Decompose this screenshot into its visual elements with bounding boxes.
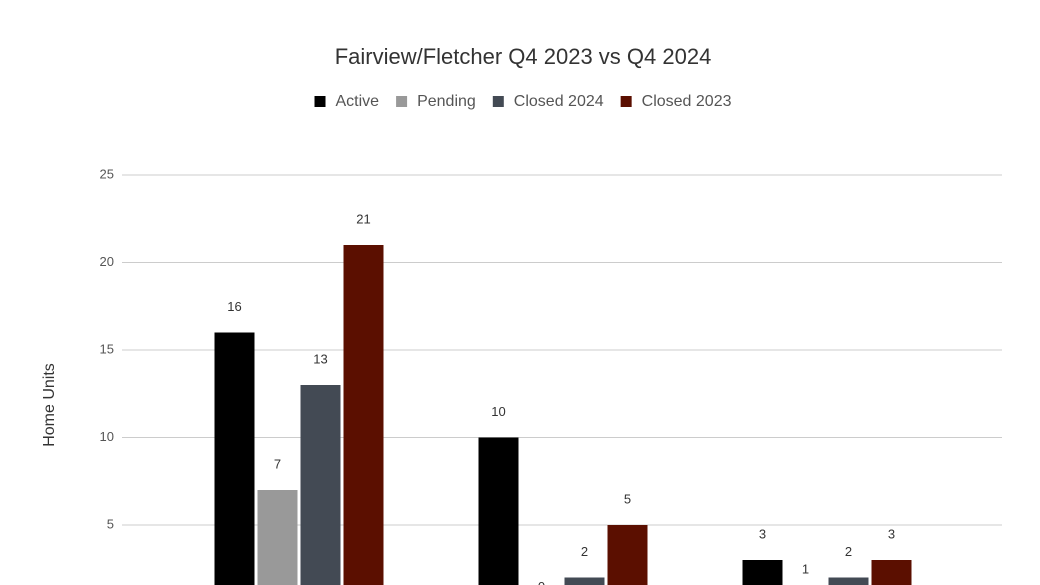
bar xyxy=(871,560,912,585)
value-label: 13 xyxy=(313,351,327,366)
legend-swatch xyxy=(492,96,504,107)
y-tick-label: 10 xyxy=(100,429,114,444)
legend-label: Closed 2023 xyxy=(642,93,732,110)
bar xyxy=(828,577,869,585)
legend-swatch xyxy=(396,96,408,107)
value-label: 2 xyxy=(581,544,588,559)
bar xyxy=(607,525,648,585)
value-label: 5 xyxy=(624,491,631,506)
bar xyxy=(300,385,341,585)
chart-title: Fairview/Fletcher Q4 2023 vs Q4 2024 xyxy=(335,44,712,69)
value-label: 3 xyxy=(888,526,895,541)
y-axis-title: Home Units xyxy=(41,363,58,447)
value-label: 21 xyxy=(356,211,370,226)
value-label: 7 xyxy=(274,456,281,471)
legend-label: Pending xyxy=(417,93,476,110)
bar xyxy=(564,577,605,585)
value-label: 16 xyxy=(227,299,241,314)
legend-swatch xyxy=(620,96,632,107)
y-tick-label: 20 xyxy=(100,254,114,269)
value-label: 2 xyxy=(845,544,852,559)
y-tick-label: 25 xyxy=(100,166,114,181)
value-label: 1 xyxy=(802,561,809,576)
y-tick-label: 5 xyxy=(107,516,114,531)
value-label: 10 xyxy=(491,404,505,419)
value-label: 3 xyxy=(759,526,766,541)
legend-label: Closed 2024 xyxy=(514,93,604,110)
value-label: 0 xyxy=(538,579,545,585)
legend-swatch xyxy=(314,96,326,107)
bar xyxy=(478,437,519,585)
bar xyxy=(742,560,783,585)
y-tick-label: 15 xyxy=(100,341,114,356)
bar xyxy=(214,332,255,585)
bar xyxy=(343,245,384,585)
bar xyxy=(257,490,298,585)
legend-label: Active xyxy=(336,93,380,110)
